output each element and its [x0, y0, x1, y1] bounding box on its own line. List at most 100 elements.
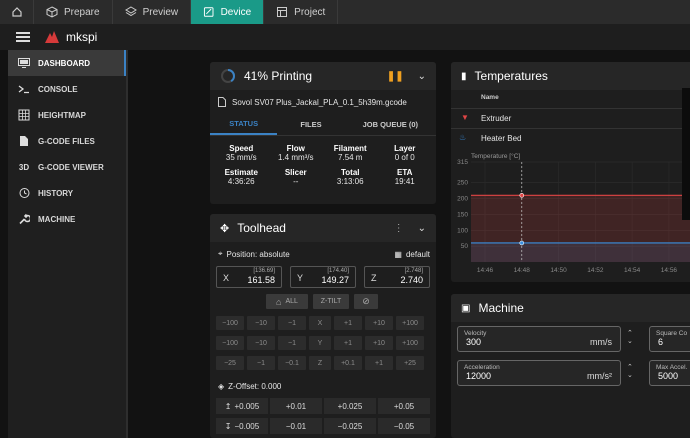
tab-job-queue[interactable]: JOB QUEUE (0)	[362, 120, 419, 129]
home-all-label: ALL	[285, 298, 298, 305]
square-corner-field[interactable]: Square Co 6	[649, 326, 690, 352]
jog-y-button[interactable]: −1	[278, 336, 306, 350]
jog-z-button[interactable]: +1	[365, 356, 393, 370]
heater-bed-icon: ♨	[459, 133, 467, 142]
field-label: Max Accel.	[656, 364, 688, 371]
velocity-field[interactable]: Velocity 300 mm/s	[457, 326, 621, 352]
jog-x-button[interactable]: +100	[396, 316, 424, 330]
more-vert-icon[interactable]: ⋮	[393, 222, 404, 234]
jog-y-button[interactable]: +1	[334, 336, 362, 350]
jog-x-button[interactable]: X	[309, 316, 331, 330]
x-tick-label: 14:50	[550, 267, 567, 274]
tab-project[interactable]: Project	[264, 0, 339, 24]
sidebar-item-console[interactable]: CONSOLE	[8, 76, 126, 102]
tab-label: Preview	[142, 6, 179, 18]
x-position-field[interactable]: X [136.69] 161.58	[216, 266, 282, 288]
chevron-down-icon[interactable]: ⌄	[417, 70, 426, 82]
tab-label: Project	[294, 6, 326, 18]
y-tick-label: 150	[457, 211, 468, 218]
field-label: Velocity	[464, 330, 487, 337]
stat-eta: ETA 19:41	[394, 168, 415, 186]
jog-z-button[interactable]: −1	[247, 356, 275, 370]
zoffset-label: −0.05	[393, 421, 415, 431]
sidebar-item-gcode-files[interactable]: G-CODE FILES	[8, 128, 126, 154]
jog-x-button[interactable]: +1	[334, 316, 362, 330]
zoffset-zdown-button[interactable]: −0.01	[270, 418, 322, 434]
sidebar-item-label: CONSOLE	[38, 84, 78, 94]
jog-y-button[interactable]: −10	[247, 336, 275, 350]
jog-y-button[interactable]: +100	[396, 336, 424, 350]
tab-device[interactable]: Device	[191, 0, 265, 24]
coord-mode[interactable]: default	[405, 249, 430, 259]
jog-y-button[interactable]: −100	[216, 336, 244, 350]
row-name: Extruder	[481, 114, 512, 123]
zoffset-zup-button[interactable]: ↥ +0.005	[216, 398, 268, 414]
x-tick-label: 14:46	[477, 267, 494, 274]
position-mode: Position: absolute	[226, 249, 290, 259]
stats-grid: Speed 35 mm/s Flow 1.4 mm³/s Filament 7.54 …	[210, 136, 436, 194]
temp-row-bed[interactable]: ♨ Heater Bed 3	[451, 128, 690, 148]
field-value: 5000	[658, 371, 679, 381]
field-unit: mm/s	[590, 337, 612, 347]
sidebar-item-gcode-viewer[interactable]: 3D G-CODE VIEWER	[8, 154, 126, 180]
tab-files[interactable]: FILES	[300, 120, 322, 129]
sidebar-item-history[interactable]: HISTORY	[8, 180, 126, 206]
z-tilt-button[interactable]: Z-TILT	[313, 294, 349, 309]
jog-y-button[interactable]: Y	[309, 336, 331, 350]
y-tick-label: 200	[457, 196, 468, 203]
3d-icon: 3D	[18, 162, 30, 172]
jog-z-button[interactable]: Z	[309, 356, 331, 370]
menu-icon[interactable]	[16, 32, 30, 42]
temps-header: ▮ Temperatures	[451, 62, 690, 90]
y-tick-label: 250	[457, 180, 468, 187]
status-tabs: STATUS FILES JOB QUEUE (0)	[210, 114, 436, 136]
max-accel-field[interactable]: Max Accel. 5000	[649, 360, 690, 386]
zoffset-row: ◈ Z-Offset: 0.000	[218, 382, 281, 391]
zoffset-zdown-button[interactable]: −0.025	[324, 418, 376, 434]
grid-icon: ▦	[394, 249, 402, 259]
progress-ring	[221, 69, 235, 83]
jog-z-button[interactable]: −25	[216, 356, 244, 370]
tab-status[interactable]: STATUS	[210, 114, 278, 135]
y-position-field[interactable]: Y [174.40] 149.27	[290, 266, 356, 288]
axis-value: 2.740	[400, 275, 423, 285]
zoffset-zdown-button[interactable]: −0.05	[378, 418, 430, 434]
zoffset-zup-button[interactable]: +0.025	[324, 398, 376, 414]
axis-target: [2.748]	[404, 268, 423, 274]
jog-x-button[interactable]: −100	[216, 316, 244, 330]
jog-z-button[interactable]: −0.1	[278, 356, 306, 370]
jog-y-button[interactable]: +10	[365, 336, 393, 350]
z-position-field[interactable]: Z [2.748] 2.740	[364, 266, 430, 288]
jog-z-button[interactable]: +25	[396, 356, 424, 370]
sidebar-item-heightmap[interactable]: HEIGHTMAP	[8, 102, 126, 128]
left-edge	[0, 50, 8, 438]
zoffset-label: +0.005	[234, 401, 260, 411]
jog-z-button[interactable]: +0.1	[334, 356, 362, 370]
jog-x-button[interactable]: −1	[278, 316, 306, 330]
home-button[interactable]	[0, 0, 34, 24]
tab-prepare[interactable]: Prepare	[34, 0, 113, 24]
mkspi-logo-icon	[45, 31, 59, 43]
sidebar-item-machine[interactable]: MACHINE	[8, 206, 126, 232]
jog-x-button[interactable]: +10	[365, 316, 393, 330]
axis-value: 161.58	[247, 275, 275, 285]
jog-x-button[interactable]: −10	[247, 316, 275, 330]
zoffset-zup-button[interactable]: +0.05	[378, 398, 430, 414]
temp-row-extruder[interactable]: ▼ Extruder 3	[451, 108, 690, 128]
brand-name: mkspi	[66, 30, 98, 44]
field-value: 6	[658, 337, 664, 347]
zoffset-zdown-button[interactable]: ↧ −0.005	[216, 418, 268, 434]
chevron-down-icon[interactable]: ⌄	[417, 222, 426, 234]
zoffset-zup-button[interactable]: +0.01	[270, 398, 322, 414]
stepper-icon[interactable]: ⌃ ⌄	[627, 364, 633, 379]
sidebar-item-dashboard[interactable]: DASHBOARD	[8, 50, 126, 76]
chart-ylabel: Temperature [°C]	[471, 152, 520, 160]
sidebar-item-label: HEIGHTMAP	[38, 110, 86, 120]
pause-icon[interactable]: ❚❚	[386, 70, 404, 82]
stepper-icon[interactable]: ⌃ ⌄	[627, 330, 633, 345]
tab-preview[interactable]: Preview	[113, 0, 192, 24]
status-title: 41% Printing	[244, 69, 313, 83]
acceleration-field[interactable]: Acceleration 12000 mm/s²	[457, 360, 621, 386]
motors-off-button[interactable]: ⊘	[354, 294, 378, 309]
home-all-button[interactable]: ⌂ ALL	[266, 294, 308, 309]
